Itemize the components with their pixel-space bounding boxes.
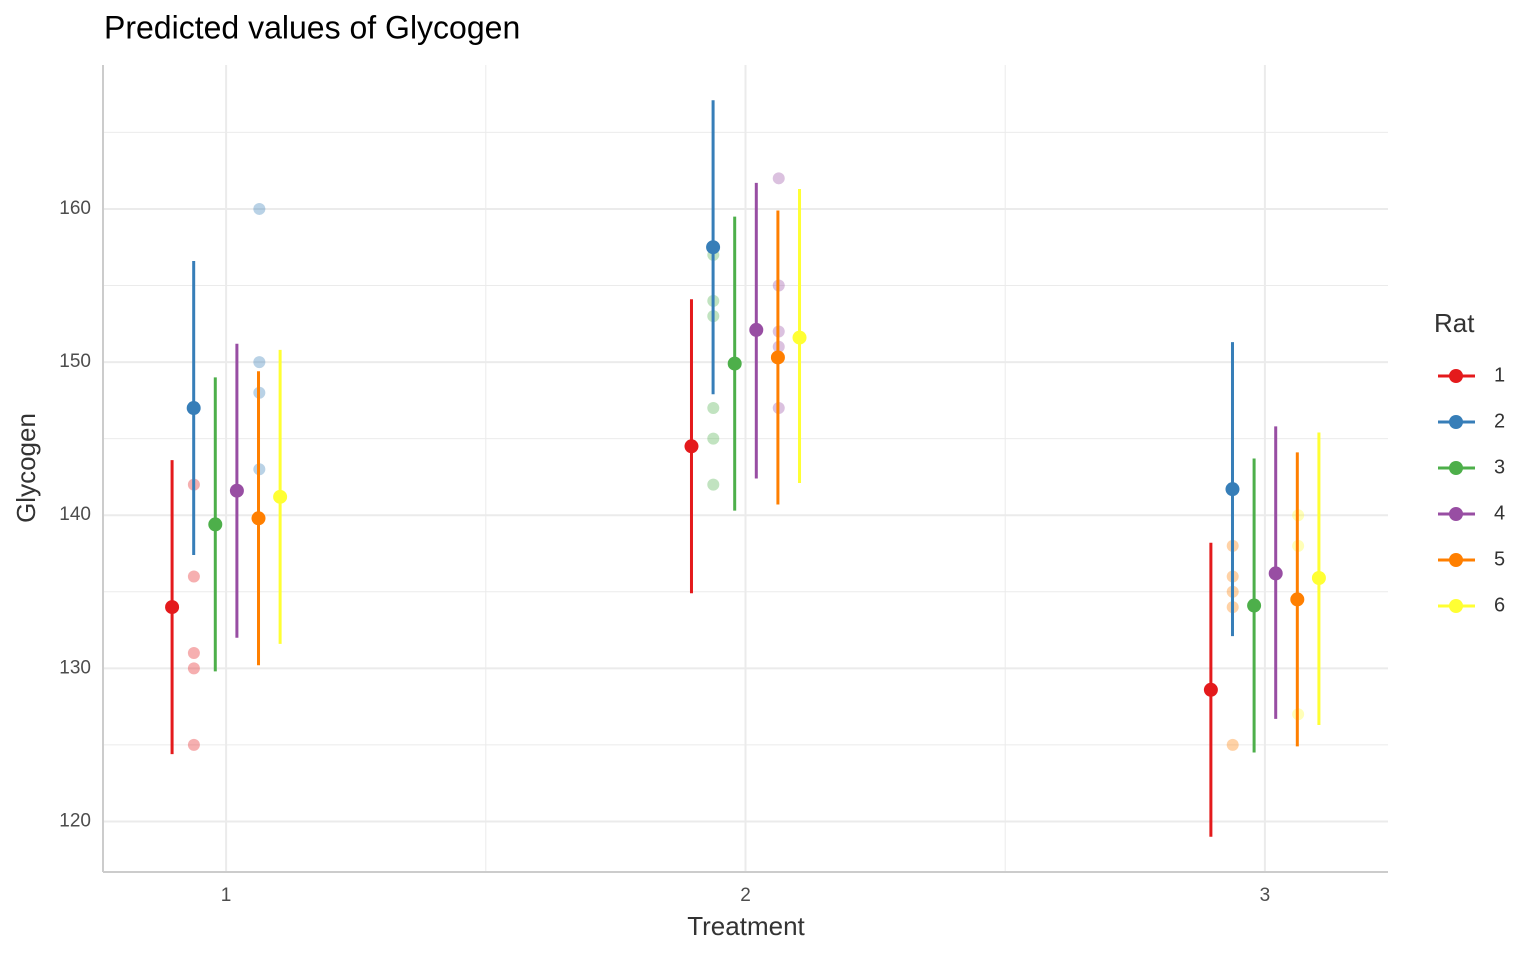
observation-point: [707, 432, 720, 445]
legend-title: Rat: [1434, 308, 1475, 338]
point: [684, 439, 699, 454]
legend-dot: [1449, 599, 1463, 613]
point: [1290, 592, 1305, 607]
point: [186, 401, 201, 416]
y-axis-label: Glycogen: [11, 413, 41, 523]
observation-point: [707, 402, 720, 415]
legend-label: 1: [1494, 364, 1505, 386]
point: [792, 330, 807, 345]
y-tick-label: 120: [59, 810, 91, 831]
legend-dot: [1449, 507, 1463, 521]
point: [706, 240, 721, 255]
legend-label: 2: [1494, 410, 1505, 432]
point: [165, 600, 180, 615]
point: [229, 483, 244, 498]
x-tick-label: 1: [221, 885, 232, 906]
point: [208, 517, 223, 532]
observation-point: [1226, 738, 1239, 751]
point: [1203, 682, 1218, 697]
legend-label: 4: [1494, 502, 1505, 524]
y-tick-label: 130: [59, 657, 91, 678]
point: [770, 350, 785, 365]
observation-point: [187, 738, 200, 751]
y-tick-label: 150: [59, 351, 91, 372]
observation-point: [772, 172, 785, 185]
observation-point: [253, 356, 266, 369]
point: [749, 322, 764, 337]
y-tick-label: 160: [59, 198, 91, 219]
y-tick-label: 140: [59, 504, 91, 525]
legend-dot: [1449, 369, 1463, 383]
point: [727, 356, 742, 371]
point: [1247, 598, 1262, 613]
observation-point: [187, 647, 200, 660]
observation-point: [187, 570, 200, 583]
legend-label: 5: [1494, 548, 1505, 570]
point: [273, 489, 288, 504]
observation-point: [187, 662, 200, 675]
legend-dot: [1449, 415, 1463, 429]
legend-dot: [1449, 461, 1463, 475]
point: [1225, 482, 1240, 497]
chart-title: Predicted values of Glycogen: [104, 9, 520, 45]
legend-dot: [1449, 553, 1463, 567]
legend-label: 6: [1494, 594, 1505, 616]
point: [1268, 566, 1283, 581]
observation-point: [253, 202, 266, 215]
legend-label: 3: [1494, 456, 1505, 478]
x-tick-label: 2: [740, 885, 751, 906]
x-tick-label: 3: [1260, 885, 1271, 906]
point: [1311, 570, 1326, 585]
x-axis-label: Treatment: [687, 911, 805, 941]
point: [251, 511, 266, 526]
observation-point: [707, 478, 720, 491]
